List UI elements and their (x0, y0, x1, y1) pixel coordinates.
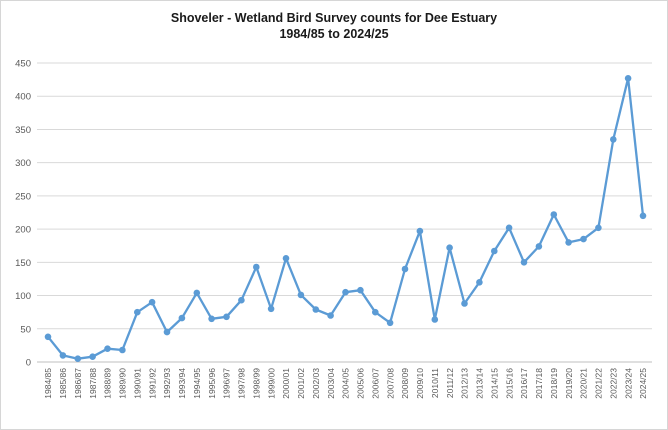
x-tick-label: 1998/99 (251, 368, 261, 399)
data-point[interactable] (178, 314, 186, 322)
x-tick-label: 2018/19 (549, 368, 559, 399)
x-tick-label: 1992/93 (162, 368, 172, 399)
series-line (46, 77, 645, 360)
data-point[interactable] (624, 75, 632, 82)
x-tick-label: 2011/12 (445, 368, 455, 398)
data-point[interactable] (431, 316, 439, 323)
x-tick-label: 1997/98 (237, 368, 247, 399)
x-tick-label: 1988/89 (103, 368, 113, 399)
data-point[interactable] (253, 263, 260, 271)
data-point[interactable] (476, 279, 483, 286)
x-tick-label: 2007/08 (385, 368, 395, 399)
x-tick-label: 2012/13 (460, 368, 470, 399)
x-tick-label: 1995/96 (207, 368, 217, 399)
data-point[interactable] (267, 305, 275, 313)
data-point[interactable] (208, 315, 215, 323)
data-point[interactable] (223, 313, 230, 321)
data-point[interactable] (74, 355, 82, 363)
chart-subtitle: 1984/85 to 2024/25 (279, 27, 389, 41)
y-tick-label: 250 (15, 191, 31, 202)
y-tick-label: 200 (15, 225, 31, 236)
x-tick-label: 1990/91 (132, 368, 142, 399)
data-point[interactable] (520, 259, 528, 266)
data-point[interactable] (342, 288, 349, 296)
x-tick-label: 2010/11 (430, 368, 440, 398)
data-point[interactable] (580, 235, 587, 243)
data-point[interactable] (595, 224, 602, 232)
x-tick-label: 1996/97 (222, 368, 232, 399)
y-tick-label: 50 (20, 324, 31, 335)
x-tick-label: 2022/23 (608, 368, 618, 399)
x-tick-label: 2020/21 (579, 368, 589, 399)
data-point[interactable] (401, 265, 409, 273)
x-tick-label: 2006/07 (370, 368, 380, 399)
x-tick-label: 1986/87 (73, 368, 83, 399)
x-tick-label: 2023/24 (623, 368, 633, 399)
y-tick-label: 450 (15, 59, 31, 70)
x-tick-label: 2000/01 (281, 368, 291, 399)
x-tick-label: 1999/00 (266, 368, 276, 399)
data-point[interactable] (416, 227, 424, 235)
data-point[interactable] (104, 345, 111, 353)
data-point[interactable] (119, 346, 126, 354)
y-tick-label: 350 (15, 125, 31, 136)
x-tick-label: 2002/03 (311, 368, 321, 399)
y-tick-label: 400 (15, 92, 31, 103)
data-point[interactable] (639, 212, 647, 220)
data-point[interactable] (163, 328, 171, 336)
chart-title: Shoveler - Wetland Bird Survey counts fo… (170, 11, 498, 25)
y-tick-label: 100 (15, 291, 31, 302)
y-tick-label: 0 (26, 358, 31, 369)
x-tick-label: 1984/85 (43, 368, 53, 399)
data-point[interactable] (461, 300, 468, 307)
data-point[interactable] (327, 312, 334, 319)
data-point[interactable] (386, 319, 394, 327)
x-tick-label: 2017/18 (534, 368, 544, 399)
data-point[interactable] (550, 211, 558, 218)
x-tick-label: 2001/02 (296, 368, 306, 399)
x-tick-label: 2014/15 (489, 368, 499, 399)
data-point[interactable] (565, 239, 572, 246)
data-point[interactable] (59, 352, 67, 359)
data-point[interactable] (193, 289, 201, 297)
x-tick-label: 2016/17 (519, 368, 529, 399)
x-tick-label: 2021/22 (594, 368, 604, 399)
x-tick-label: 2009/10 (415, 368, 425, 399)
data-point[interactable] (148, 298, 156, 306)
data-point[interactable] (505, 224, 513, 232)
x-tick-label: 2015/16 (504, 368, 514, 399)
data-point[interactable] (372, 308, 379, 316)
x-tick-label: 1991/92 (147, 368, 157, 399)
data-point[interactable] (312, 306, 320, 313)
x-tick-label: 2013/14 (475, 368, 485, 399)
x-tick-label: 1994/95 (192, 368, 202, 399)
data-point[interactable] (297, 291, 305, 299)
x-tick-label: 1993/94 (177, 368, 187, 399)
data-point[interactable] (44, 333, 52, 341)
x-tick-label: 1985/86 (58, 368, 68, 399)
x-tick-label: 2008/09 (400, 368, 410, 399)
data-point[interactable] (446, 244, 453, 251)
y-tick-label: 150 (15, 258, 31, 269)
x-tick-label: 2019/20 (564, 368, 574, 399)
data-point[interactable] (238, 296, 245, 304)
data-point[interactable] (134, 308, 141, 316)
x-tick-label: 2004/05 (341, 368, 351, 399)
data-point[interactable] (535, 243, 543, 250)
data-point[interactable] (357, 286, 364, 294)
x-tick-label: 2024/25 (638, 368, 648, 399)
data-point[interactable] (491, 247, 498, 255)
chart-title-block: Shoveler - Wetland Bird Survey counts fo… (1, 10, 667, 42)
data-point[interactable] (89, 353, 96, 361)
x-tick-label: 1987/88 (88, 368, 98, 399)
data-point[interactable] (610, 136, 617, 143)
data-point[interactable] (282, 254, 290, 262)
x-tick-label: 1989/90 (118, 368, 128, 399)
x-tick-label: 2003/04 (326, 368, 336, 399)
y-tick-label: 300 (15, 158, 31, 169)
x-tick-label: 2005/06 (356, 368, 366, 399)
